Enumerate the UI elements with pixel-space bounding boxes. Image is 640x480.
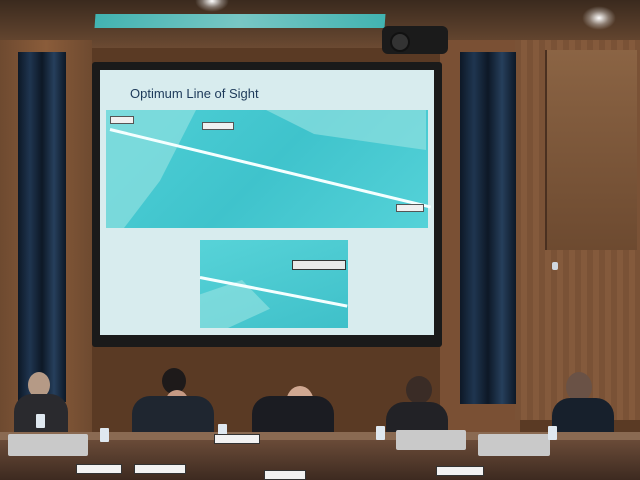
nameplate bbox=[264, 470, 306, 480]
map-marker-label bbox=[202, 122, 234, 130]
main-map bbox=[106, 110, 432, 228]
ceiling-light-left bbox=[195, 0, 229, 12]
slide: Optimum Line of Sight bbox=[100, 70, 434, 335]
inset-marker-label bbox=[292, 260, 346, 270]
slide-title: Optimum Line of Sight bbox=[130, 86, 259, 101]
water-glass bbox=[218, 424, 227, 438]
water-glass bbox=[100, 428, 109, 442]
nameplate bbox=[214, 434, 260, 444]
map-marker-label bbox=[110, 116, 134, 124]
nameplate bbox=[76, 464, 122, 474]
projection-screen: Optimum Line of Sight bbox=[92, 62, 442, 347]
wall-light bbox=[552, 262, 558, 270]
monitor bbox=[8, 434, 88, 456]
map-coastline bbox=[106, 110, 196, 228]
curtain-left bbox=[18, 52, 66, 402]
projector-lens bbox=[390, 32, 410, 52]
monitor bbox=[396, 430, 466, 450]
wall-recess bbox=[545, 50, 637, 250]
nameplate bbox=[134, 464, 186, 474]
map-marker-label bbox=[396, 204, 424, 212]
cove-light bbox=[94, 14, 386, 28]
ceiling-light-right bbox=[582, 6, 616, 30]
monitor bbox=[478, 434, 550, 456]
right-wood-panel bbox=[515, 40, 640, 420]
projector bbox=[382, 26, 448, 54]
water-glass bbox=[548, 426, 557, 440]
water-glass bbox=[36, 414, 45, 428]
inset-map bbox=[199, 240, 348, 328]
curtain-right bbox=[460, 52, 516, 404]
map-landmass bbox=[266, 110, 426, 150]
water-glass bbox=[376, 426, 385, 440]
nameplate bbox=[436, 466, 484, 476]
